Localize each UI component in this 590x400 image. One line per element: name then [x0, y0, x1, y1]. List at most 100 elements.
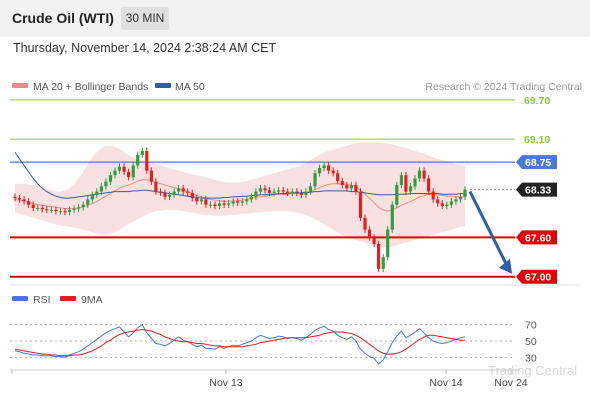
ma9-legend-label: 9MA [81, 294, 103, 306]
candle-body [286, 191, 290, 193]
timeframe-button[interactable]: 30 MIN [121, 7, 169, 30]
candle-body [17, 198, 22, 200]
candle-body [36, 207, 40, 209]
candle-body [399, 175, 403, 185]
candle-body [90, 194, 94, 200]
main-plot: 69.70 69.10 68.75 68.33 67.60 67.00 [10, 95, 557, 284]
candle-body [154, 181, 158, 192]
candle-body [381, 257, 385, 269]
instrument-title: Crude Oil (WTI) [12, 10, 114, 26]
rsi-legend-label: RSI [33, 294, 51, 306]
candle-body [217, 203, 222, 206]
x-tick-label: Nov 13 [209, 377, 242, 389]
candle-body [372, 237, 376, 244]
candle-body [445, 204, 449, 206]
candle-body [454, 199, 458, 202]
candle-body [127, 171, 131, 178]
candle-body [254, 191, 258, 197]
candle-body [290, 191, 294, 193]
candle-body [336, 173, 340, 182]
candle-body [386, 229, 390, 258]
candle-body [163, 192, 167, 197]
candle-body [249, 196, 253, 200]
level-label-67.00: 67.00 [525, 272, 551, 284]
candle-body [177, 188, 181, 192]
rsi-tick-label: 30 [525, 352, 537, 364]
candle-body [258, 188, 263, 192]
ma50-legend-swatch [155, 83, 171, 88]
candle-body [172, 191, 176, 195]
candle-body [458, 196, 463, 200]
candle-body [245, 199, 249, 202]
candle-body [231, 201, 235, 204]
candle-body [104, 181, 108, 187]
chart-datetime: Thursday, November 14, 2024 2:38:24 AM C… [13, 41, 277, 55]
candle-body [322, 165, 326, 168]
candle-body [181, 188, 185, 192]
candle-body [54, 209, 58, 212]
level-label-69.70: 69.70 [524, 95, 550, 107]
candle-body [190, 192, 194, 199]
candle-body [295, 191, 299, 193]
rsi-tick-label: 50 [525, 336, 537, 348]
forecast-arrow-head [499, 258, 512, 274]
candle-body [167, 194, 172, 197]
candle-body [204, 199, 208, 205]
rsi-tick-label: 70 [525, 320, 537, 332]
candle-body [86, 199, 90, 205]
rsi-series-9ma [14, 328, 465, 357]
candle-body [367, 229, 372, 238]
candle-body [313, 173, 317, 187]
bollinger-band [15, 142, 465, 248]
candle-body [327, 165, 331, 171]
candle-body [272, 191, 276, 193]
header-bar: Crude Oil (WTI) 30 MIN [0, 0, 590, 37]
rsi-series-rsi [14, 323, 466, 365]
candle-body [331, 170, 335, 174]
candle-body [58, 211, 63, 213]
watermark: Trading Central [488, 363, 577, 378]
candle-body [317, 168, 322, 174]
candle-body [413, 178, 417, 187]
candle-body [417, 170, 422, 179]
level-badge-68.33 [516, 182, 557, 197]
candle-body [122, 166, 126, 172]
candle-body [227, 203, 231, 205]
candle-body [463, 189, 467, 197]
ma50-line [14, 152, 465, 199]
candle-body [13, 196, 17, 199]
candle-body [131, 165, 135, 178]
candle-body [277, 190, 281, 192]
candle-body [390, 204, 394, 230]
candle-body [340, 181, 344, 185]
candle-body [449, 201, 453, 205]
candle-body [95, 191, 99, 195]
x-axis: Nov 13 Nov 14 Nov 24 [11, 370, 528, 389]
candle-body [299, 192, 303, 195]
candle-body [431, 191, 435, 200]
level-label-68.33: 68.33 [525, 185, 551, 197]
candle-body [377, 244, 381, 269]
forecast-arrow-shaft [468, 190, 509, 267]
rsi-plot: 70 50 30 [10, 320, 537, 365]
x-tick-label: Nov 14 [429, 377, 462, 389]
candle-body [136, 154, 140, 166]
candle-body [45, 209, 49, 211]
ma20-legend-swatch [12, 83, 28, 88]
level-badge-67.60 [516, 230, 557, 245]
research-credit: Research © 2024 Trading Central [425, 81, 582, 93]
ma20-line [14, 179, 465, 212]
rsi-legend-swatch [12, 296, 28, 301]
candle-body [349, 185, 353, 189]
x-tick-label: Nov 24 [494, 377, 527, 389]
candle-body [308, 186, 313, 192]
level-badge-68.75 [516, 155, 557, 170]
candle-body [358, 191, 363, 218]
candle-body [99, 186, 103, 192]
candle-body [236, 201, 240, 203]
candle-body [208, 204, 213, 206]
candle-body [267, 190, 272, 193]
candle-body [117, 166, 122, 171]
candle-body [440, 203, 444, 206]
